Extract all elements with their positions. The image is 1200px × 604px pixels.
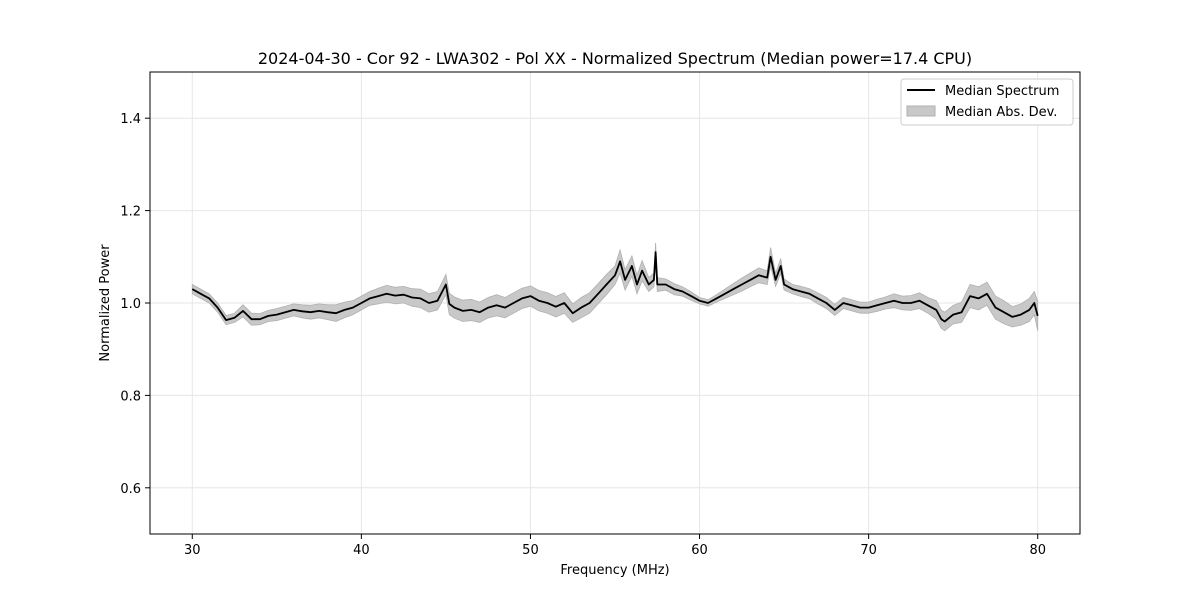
- y-tick-label: 1.2: [120, 205, 141, 220]
- legend: Median Spectrum Median Abs. Dev.: [900, 78, 1074, 126]
- y-tick-label: 1.0: [120, 297, 141, 312]
- chart-title: 2024-04-30 - Cor 92 - LWA302 - Pol XX - …: [258, 49, 972, 68]
- x-tick-label: 70: [860, 543, 877, 558]
- y-tick-label: 0.8: [120, 389, 141, 404]
- median-abs-dev-band: [191, 242, 1039, 332]
- x-tick-label: 60: [691, 543, 708, 558]
- y-tick-label: 0.6: [120, 482, 141, 497]
- legend-box: [900, 78, 1074, 126]
- y-axis-ticks: 0.6 0.8 1.0 1.2 1.4: [120, 112, 150, 497]
- x-tick-label: 80: [1029, 543, 1046, 558]
- x-tick-label: 30: [184, 543, 201, 558]
- plot-data: [191, 242, 1039, 332]
- x-axis-ticks: 30 40 50 60 70 80: [184, 534, 1046, 558]
- x-tick-label: 40: [353, 543, 370, 558]
- y-tick-label: 1.4: [120, 112, 141, 127]
- legend-label-median-spectrum: Median Spectrum: [945, 84, 1059, 99]
- x-tick-label: 50: [522, 543, 539, 558]
- median-spectrum-line: [191, 251, 1039, 323]
- y-axis-label: Normalized Power: [98, 244, 113, 362]
- legend-band-swatch: [906, 105, 936, 117]
- legend-label-median-abs-dev: Median Abs. Dev.: [945, 105, 1057, 120]
- x-axis-label: Frequency (MHz): [560, 563, 669, 578]
